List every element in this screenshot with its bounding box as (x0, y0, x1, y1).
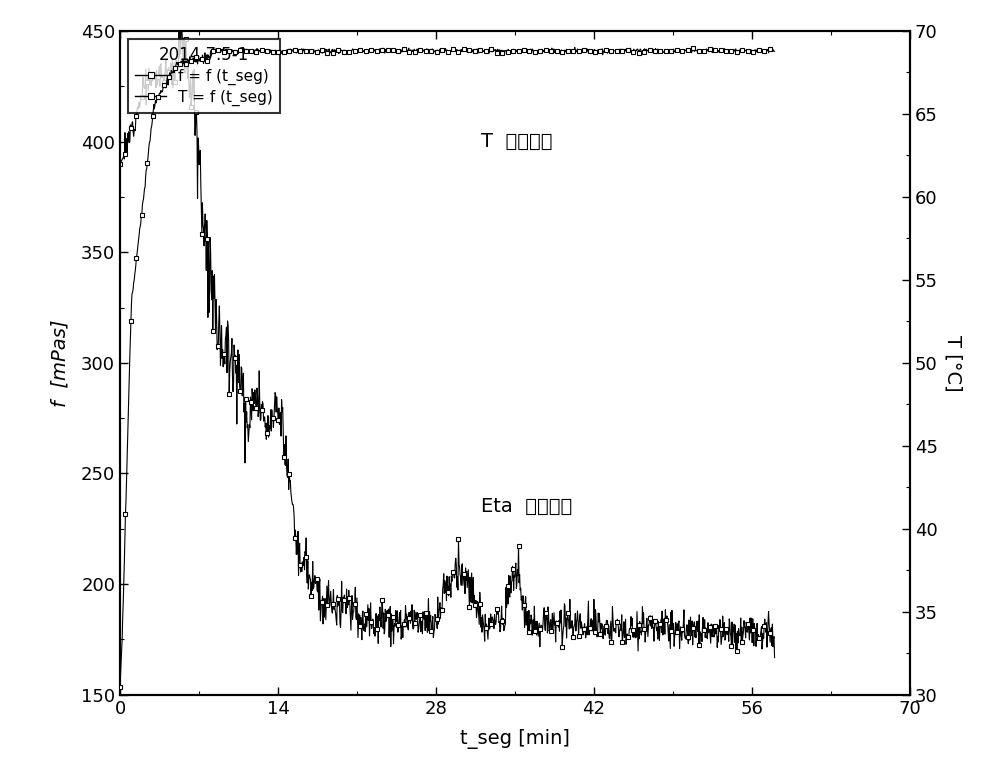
Y-axis label: T [°C]: T [°C] (944, 334, 963, 391)
Legend: f = f (t_seg), T = f (t_seg): f = f (t_seg), T = f (t_seg) (128, 39, 280, 113)
Y-axis label: f  [mPas]: f [mPas] (51, 319, 70, 407)
Text: T  温度曲线: T 温度曲线 (481, 132, 553, 151)
X-axis label: t_seg [min]: t_seg [min] (460, 729, 570, 749)
Text: Eta  粘度曲线: Eta 粘度曲线 (481, 497, 572, 516)
